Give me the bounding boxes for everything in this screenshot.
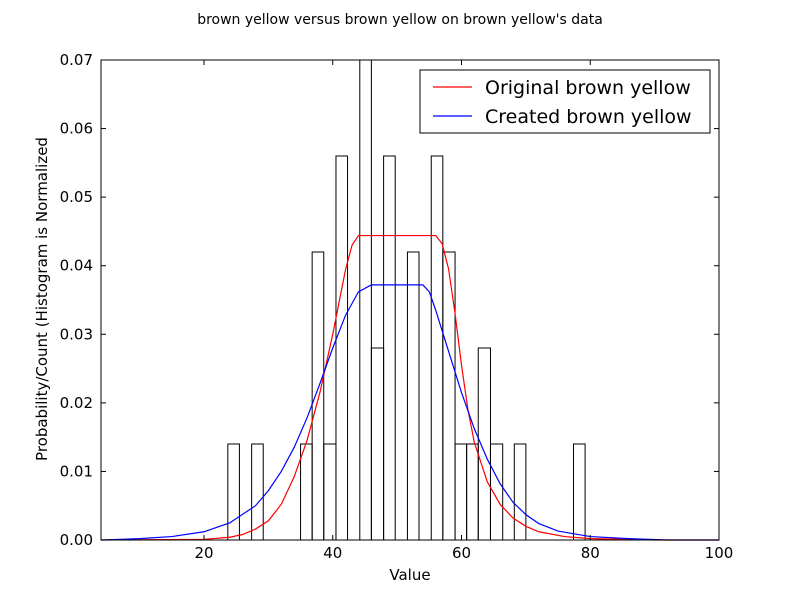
- histogram-bar: [335, 155, 349, 541]
- legend-label: Original brown yellow: [485, 77, 691, 99]
- series-line: [100, 234, 719, 541]
- y-tick-label: 0.05: [60, 188, 93, 206]
- x-tick-label: 100: [705, 544, 734, 562]
- histogram-bar: [323, 443, 337, 541]
- histogram-bar: [477, 347, 491, 541]
- histogram-bar: [573, 443, 586, 541]
- y-tick-label: 0.03: [60, 325, 93, 343]
- histogram-bar: [442, 251, 456, 541]
- y-tick-label: 0.06: [60, 120, 93, 138]
- x-axis-label: Value: [389, 566, 430, 584]
- x-tick-label: 20: [194, 544, 213, 562]
- legend-label: Created brown yellow: [485, 106, 692, 128]
- histogram-bar: [383, 155, 396, 541]
- x-tick-label: 60: [452, 544, 471, 562]
- histogram-bar: [430, 155, 444, 541]
- histogram-bar: [406, 251, 420, 541]
- plot-area: 20 40 60 80 100 0.00 0.01 0.02 0.03 0.04 0.05 0.06 0…: [60, 51, 734, 562]
- histogram-bar: [311, 251, 325, 541]
- y-tick-label: 0.02: [60, 394, 93, 412]
- histogram-bar: [466, 443, 479, 541]
- histogram-bar: [489, 443, 504, 541]
- series-line: [100, 284, 719, 541]
- y-tick-label: 0.00: [60, 531, 93, 549]
- y-axis-label: Probability/Count (Histogram is Normaliz…: [33, 137, 51, 461]
- y-tick-label: 0.04: [60, 257, 93, 275]
- x-tick-label: 40: [323, 544, 342, 562]
- histogram-bar: [359, 59, 372, 541]
- legend-box: [419, 69, 711, 134]
- chart-title: brown yellow versus brown yellow on brow…: [197, 12, 603, 28]
- histogram-bar: [454, 443, 468, 541]
- legend: Original brown yellow Created brown yello…: [419, 69, 711, 134]
- plot-frame: [100, 59, 720, 541]
- y-tick-label: 0.07: [60, 51, 93, 69]
- histogram-bar: [300, 443, 313, 541]
- histogram-bar: [227, 443, 240, 541]
- y-tick-label: 0.01: [60, 462, 93, 480]
- histogram-bar: [370, 347, 385, 541]
- x-tick-label: 80: [581, 544, 600, 562]
